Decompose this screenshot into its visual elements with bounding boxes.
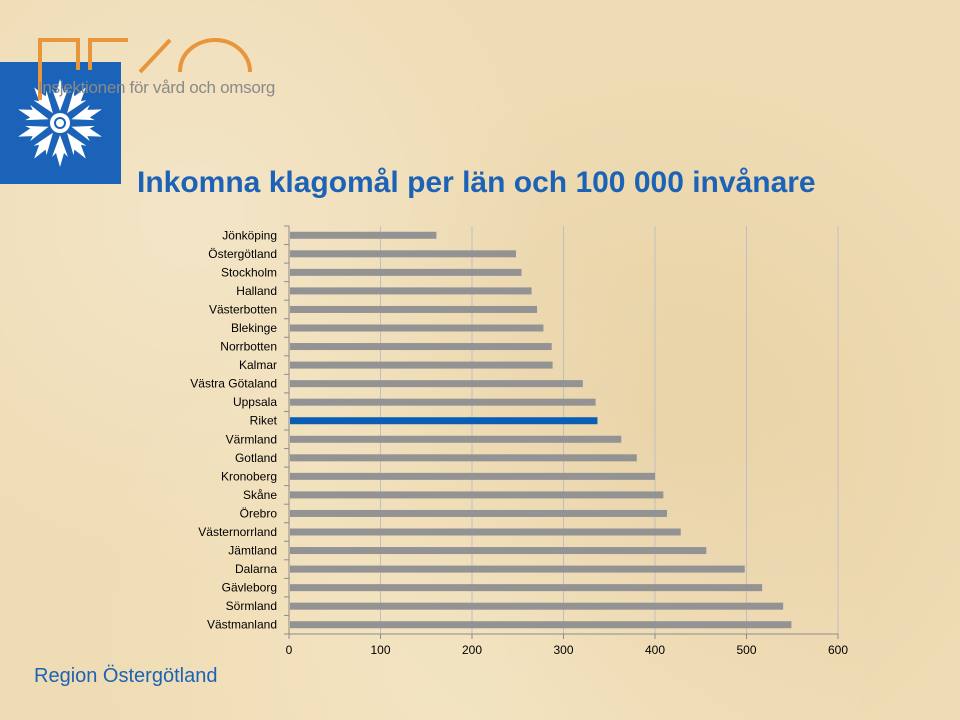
bar xyxy=(290,343,552,351)
bar xyxy=(290,602,784,610)
bar xyxy=(290,621,792,629)
bar xyxy=(290,565,745,573)
bar xyxy=(290,398,596,406)
logo-square xyxy=(0,62,121,184)
x-tick-label: 500 xyxy=(736,643,756,657)
bar xyxy=(290,250,517,258)
category-label: Sörmland xyxy=(226,599,277,613)
category-label: Västmanland xyxy=(207,618,277,632)
x-tick-label: 300 xyxy=(553,643,573,657)
category-label: Västerbotten xyxy=(209,302,277,316)
x-tick-label: 600 xyxy=(828,643,848,657)
bar xyxy=(290,547,707,555)
category-label: Skåne xyxy=(243,488,277,502)
footer-org: Region Östergötland xyxy=(34,665,218,687)
bar xyxy=(290,528,681,536)
category-label: Blekinge xyxy=(231,321,277,335)
bar xyxy=(290,268,522,276)
x-tick-label: 0 xyxy=(286,643,293,657)
category-label: Västra Götaland xyxy=(190,377,277,391)
category-label: Kronoberg xyxy=(221,469,277,483)
bar xyxy=(290,584,763,592)
bar xyxy=(290,417,598,425)
category-label: Värmland xyxy=(226,432,277,446)
category-label: Halland xyxy=(236,284,277,298)
cornflower-icon xyxy=(15,79,105,167)
bar xyxy=(290,491,664,499)
x-tick-label: 400 xyxy=(645,643,665,657)
category-label: Gävleborg xyxy=(222,581,277,595)
bar xyxy=(290,324,544,332)
category-label: Dalarna xyxy=(235,562,277,576)
bar xyxy=(290,361,553,369)
category-label: Norrbotten xyxy=(220,340,277,354)
logo-text: Insjektionen för vård och omsorg xyxy=(38,78,276,97)
logo-mark xyxy=(38,37,252,100)
category-label: Jämtland xyxy=(228,544,277,558)
bar xyxy=(290,454,637,462)
x-tick-label: 200 xyxy=(462,643,482,657)
category-label: Riket xyxy=(250,414,278,428)
category-label: Uppsala xyxy=(233,395,277,409)
bar xyxy=(290,472,656,480)
category-label: Örebro xyxy=(240,506,278,520)
bar xyxy=(290,287,532,295)
bar xyxy=(290,509,667,517)
category-label: Stockholm xyxy=(221,265,277,279)
bar xyxy=(290,435,622,443)
category-label: Jönköping xyxy=(222,228,277,242)
bar xyxy=(290,305,538,313)
category-label: Kalmar xyxy=(239,358,277,372)
bar xyxy=(290,231,437,239)
category-label: Östergötland xyxy=(208,247,277,261)
bar xyxy=(290,380,583,388)
x-tick-label: 100 xyxy=(370,643,390,657)
page-title: Inkomna klagomål per län och 100 000 inv… xyxy=(137,166,816,199)
category-label: Gotland xyxy=(235,451,277,465)
category-label: Västernorrland xyxy=(198,525,277,539)
